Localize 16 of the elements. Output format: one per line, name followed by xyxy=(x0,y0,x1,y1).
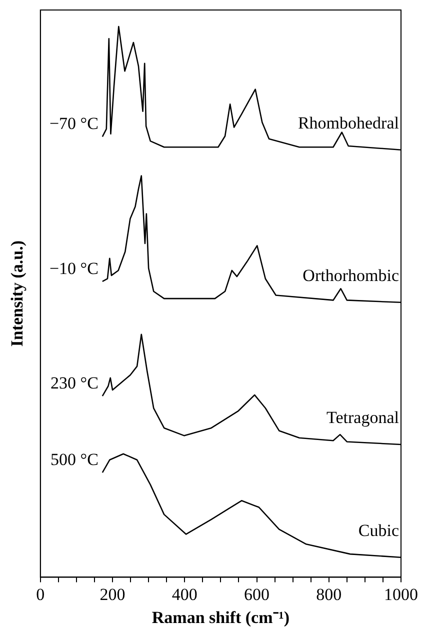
y-axis-title: Intensity (a.u.) xyxy=(8,240,27,347)
x-tick-label: 0 xyxy=(36,584,45,604)
x-axis-title: Raman shift (cm⁻¹) xyxy=(152,608,290,628)
annotation: Cubic xyxy=(358,520,400,540)
annotation: Rhombohedral xyxy=(298,113,400,132)
annotation: Tetragonal xyxy=(326,408,400,427)
annotation: Orthorhombic xyxy=(302,266,400,285)
series-label: 230 °C xyxy=(50,373,98,392)
x-tick-label: 200 xyxy=(100,584,126,604)
series-label: 500 °C xyxy=(50,450,98,470)
x-tick-label: 600 xyxy=(244,584,270,604)
series-label: −10 °C xyxy=(49,258,98,278)
x-tick-label: 400 xyxy=(172,584,198,604)
series-label: −70 °C xyxy=(49,114,98,134)
x-tick-label: 1000 xyxy=(384,584,418,604)
x-tick-label: 800 xyxy=(316,584,342,604)
